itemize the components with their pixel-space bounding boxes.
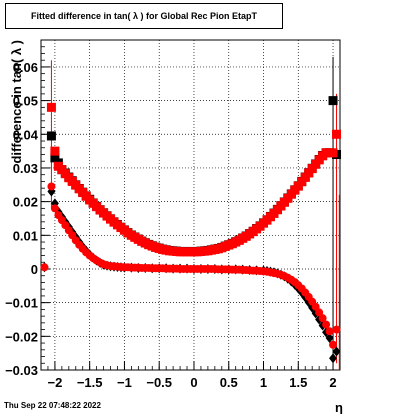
y-tick-label: 0.02 (13, 195, 38, 210)
x-axis-label: η (335, 400, 343, 414)
data-points (40, 56, 342, 370)
data-point (311, 302, 320, 311)
data-point (332, 325, 341, 334)
x-tick-label: −1.5 (77, 375, 103, 390)
x-tick-label: 0 (190, 375, 197, 390)
data-point (50, 153, 60, 163)
footer-date: Thu Sep 22 07:48:22 2022 (4, 401, 101, 410)
data-point (322, 320, 331, 329)
data-point (50, 146, 60, 156)
y-tick-label: 0.04 (13, 127, 39, 142)
x-tick-label: −1 (117, 375, 132, 390)
y-axis-label: difference in tan( λ ) (9, 40, 24, 164)
data-point (325, 333, 334, 344)
axis-ticks (40, 39, 341, 371)
data-point (332, 346, 341, 357)
data-point (46, 102, 56, 112)
x-tick-label: −2 (47, 375, 62, 390)
data-point (50, 204, 59, 213)
y-tick-label: 0.03 (13, 161, 38, 176)
data-point (325, 327, 334, 336)
x-tick-label: 2 (329, 375, 336, 390)
data-point (47, 182, 56, 191)
data-point (328, 96, 338, 106)
y-tick-label: −0.03 (5, 363, 38, 378)
data-point (315, 308, 324, 317)
x-tick-label: 0.5 (220, 375, 238, 390)
plot-frame (40, 39, 341, 371)
data-point (329, 340, 338, 349)
y-tick-label: 0 (31, 262, 38, 277)
y-tick-label: 0.01 (13, 228, 38, 243)
y-tick-label: −0.02 (5, 329, 38, 344)
y-tick-label: 0.06 (13, 60, 38, 75)
x-tick-label: −0.5 (146, 375, 172, 390)
tick-labels: −2 −1.5 −1 −0.5 0 0.5 1 1.5 2 −0.03 −0.02 −0.01 0 0.0… (5, 60, 337, 390)
data-point (318, 314, 327, 323)
data-point (328, 148, 338, 158)
x-tick-label: 1.5 (289, 375, 307, 390)
chart-title: Fitted difference in tan( λ ) for Global… (5, 3, 283, 29)
data-point (46, 131, 56, 141)
y-tick-label: 0.05 (13, 94, 38, 109)
y-tick-label: −0.01 (5, 296, 38, 311)
grid-lines (41, 40, 340, 371)
data-point (332, 129, 342, 139)
x-tick-label: 1 (260, 375, 267, 390)
plot-border (40, 39, 341, 371)
data-point (40, 263, 49, 272)
data-point (329, 353, 338, 364)
